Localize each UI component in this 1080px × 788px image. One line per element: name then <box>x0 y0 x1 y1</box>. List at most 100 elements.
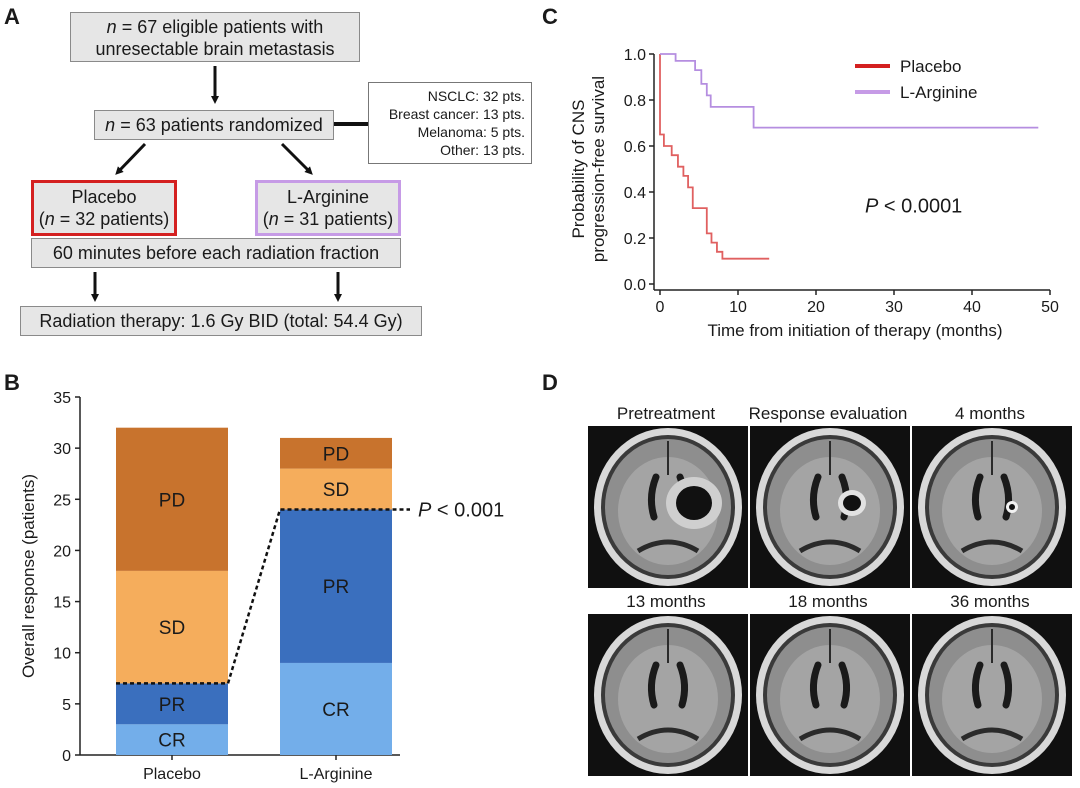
p-symbol: P <box>865 196 879 218</box>
panel-label-c: C <box>542 4 558 29</box>
y-tick-label: 5 <box>62 697 71 714</box>
p-value-annotation: P < 0.001 <box>418 500 504 522</box>
bar-segment-label: PD <box>323 444 349 465</box>
x-tick-label: 40 <box>963 299 981 316</box>
bar-segment-cr <box>116 724 228 755</box>
bar-segment-label: SD <box>159 618 185 639</box>
panel-label-a: A <box>4 4 20 29</box>
legend-label: Placebo <box>900 57 961 76</box>
flow-arrows <box>91 66 368 302</box>
white-matter <box>780 645 880 753</box>
mri-brain-image <box>750 426 910 588</box>
y-tick-label: 35 <box>53 390 71 407</box>
posterior-sulcus <box>636 539 700 554</box>
white-matter <box>618 645 718 753</box>
y-axis-label: Overall response (patients) <box>19 474 38 678</box>
randomized-box: n = 63 patients randomized <box>94 110 334 140</box>
mri-timepoint-label: 13 months <box>626 592 706 611</box>
bar-segment-label: CR <box>158 731 185 752</box>
arginine-arm-title: L-Arginine <box>286 187 370 207</box>
x-axis-label: Time from initiation of therapy (months) <box>707 321 1002 340</box>
x-tick-label: 10 <box>729 299 747 316</box>
y-tick-label: 0.8 <box>624 93 646 110</box>
x-tick-label: 30 <box>885 299 903 316</box>
mri-timepoint-label: 36 months <box>950 592 1030 611</box>
eligible-box: n = 67 eligible patients with unresectab… <box>70 12 360 62</box>
x-tick-label: 50 <box>1041 299 1059 316</box>
brain-scan-graphic <box>918 428 1066 586</box>
y-tick-label: 0.0 <box>624 277 646 294</box>
eligible-text-2: unresectable brain metastasis <box>95 39 335 59</box>
bar-segment-pr <box>116 683 228 725</box>
p-symbol: P <box>418 500 432 522</box>
bar-segment-label: PR <box>323 577 349 598</box>
mri-timepoint-label: 4 months <box>955 404 1025 423</box>
posterior-sulcus <box>960 539 1024 554</box>
lesion <box>1009 504 1015 510</box>
mri-brain-image <box>912 426 1072 588</box>
bar-segment-label: PR <box>159 695 185 716</box>
posterior-sulcus <box>636 727 700 742</box>
y-axis-label: progression-free survival <box>589 76 608 262</box>
posterior-sulcus <box>798 539 862 554</box>
subtype-line: Breast cancer: 13 pts. <box>388 106 525 122</box>
subtype-line: Other: 13 pts. <box>440 142 525 158</box>
x-tick-label: 0 <box>656 299 665 316</box>
ventricles <box>971 661 1013 709</box>
n-symbol: n <box>268 209 279 229</box>
x-tick-label: Placebo <box>143 766 201 783</box>
posterior-sulcus <box>960 727 1024 742</box>
y-tick-label: 10 <box>53 646 71 663</box>
brain-scan-graphic <box>594 616 742 774</box>
y-tick-label: 0.2 <box>624 231 646 248</box>
mri-timepoint-label: Pretreatment <box>616 404 716 423</box>
paren: ( <box>262 209 269 229</box>
placebo-arm-box: Placebo (n = 32 patients) <box>31 180 177 236</box>
bar-segment-pd <box>280 437 392 469</box>
p-value: < 0.0001 <box>878 196 962 218</box>
mri-brain-image <box>588 426 748 588</box>
n-symbol: n <box>106 17 117 37</box>
ventricles <box>647 661 689 709</box>
brain-scan-graphic <box>918 616 1066 774</box>
n-symbol: n <box>44 209 55 229</box>
y-tick-label: 0.4 <box>624 185 646 202</box>
y-axis-label: Probability of CNS <box>569 100 588 239</box>
white-matter <box>780 457 880 565</box>
y-tick-label: 15 <box>53 595 71 612</box>
series-line-larginine <box>660 53 1039 129</box>
bar-segment-label: PD <box>159 490 185 511</box>
bar-segment-pd <box>116 427 228 571</box>
y-tick-label: 0.6 <box>624 139 646 156</box>
brain-scan-graphic <box>594 428 742 586</box>
bar-segment-label: SD <box>323 480 349 501</box>
mri-brain-image <box>912 614 1072 776</box>
arrow-to-placebo <box>115 142 147 175</box>
series-line-placebo <box>659 54 770 260</box>
y-tick-label: 0 <box>62 748 71 765</box>
y-tick-label: 1.0 <box>624 47 646 64</box>
x-tick-label: L-Arginine <box>300 766 373 783</box>
paren: ( <box>38 209 45 229</box>
y-tick-label: 20 <box>53 543 71 560</box>
km-chart: 0.0 0.2 0.4 0.6 0.8 1.0 0 10 20 30 40 50 Time from i… <box>569 47 1059 340</box>
arginine-arm-count: = 31 patients) <box>278 209 394 229</box>
ventricles <box>971 473 1013 521</box>
y-tick-label: 25 <box>53 492 71 509</box>
bar-segment-label: CR <box>322 700 349 721</box>
lesion <box>843 495 861 511</box>
white-matter <box>942 645 1042 753</box>
timing-box: 60 minutes before each radiation fractio… <box>31 238 401 268</box>
arginine-arm-box: L-Arginine (n = 31 patients) <box>255 180 401 236</box>
y-tick-label: 30 <box>53 441 71 458</box>
mri-brain-image <box>750 614 910 776</box>
lesion <box>676 486 712 520</box>
radiation-box: Radiation therapy: 1.6 Gy BID (total: 54… <box>20 306 422 336</box>
randomized-text: = 63 patients randomized <box>115 115 323 135</box>
p-value: < 0.001 <box>431 500 504 522</box>
placebo-arm-count: = 32 patients) <box>54 209 170 229</box>
response-bar-chart: 0 5 10 15 20 25 30 35 Overall response (patients… <box>19 390 504 783</box>
brain-scan-graphic <box>756 428 904 586</box>
eligible-text-1: = 67 eligible patients with <box>116 17 324 37</box>
subtype-line: Melanoma: 5 pts. <box>417 124 525 140</box>
